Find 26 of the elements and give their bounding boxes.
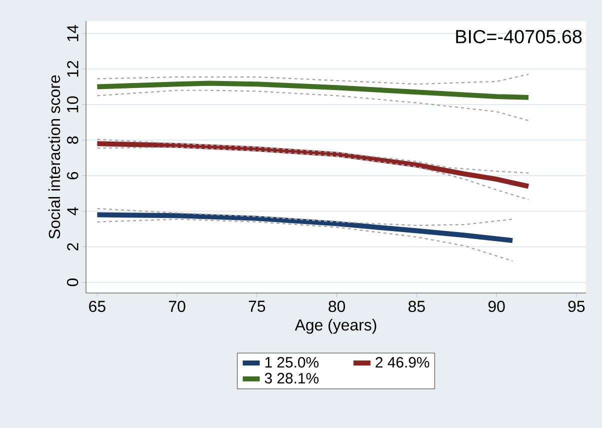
y-tick-label: 14: [67, 25, 78, 42]
line-series: [96, 138, 530, 174]
x-tick-label: 95: [568, 300, 585, 312]
line-series: [96, 218, 514, 262]
x-tick-label: 75: [248, 300, 266, 312]
y-tick-label: 10: [66, 96, 78, 112]
line-series: [96, 90, 530, 122]
legend-label: 2 46.9%: [376, 357, 430, 368]
line-series: [96, 208, 514, 226]
annotation: BIC=-40705.68: [456, 30, 582, 44]
y-tick-label: 8: [66, 136, 78, 144]
legend-label: 3 28.1%: [264, 372, 319, 384]
y-tick-label: 2: [67, 243, 78, 250]
x-axis-title: Age (years): [294, 318, 376, 334]
y-tick-label: 6: [66, 172, 78, 180]
x-tick-label: 80: [328, 300, 346, 312]
line-series: [96, 146, 530, 200]
x-tick-label: 90: [488, 300, 505, 312]
x-tick-label: 85: [408, 300, 425, 312]
y-tick-label: 0: [66, 278, 78, 286]
x-tick-label: 65: [89, 300, 106, 312]
y-axis-title: Social interaction score: [48, 75, 60, 239]
x-tick-label: 70: [169, 300, 186, 312]
legend-label: 1 25.0%: [265, 357, 319, 368]
y-tick-label: 12: [67, 60, 78, 77]
y-tick-label: 4: [67, 207, 78, 216]
